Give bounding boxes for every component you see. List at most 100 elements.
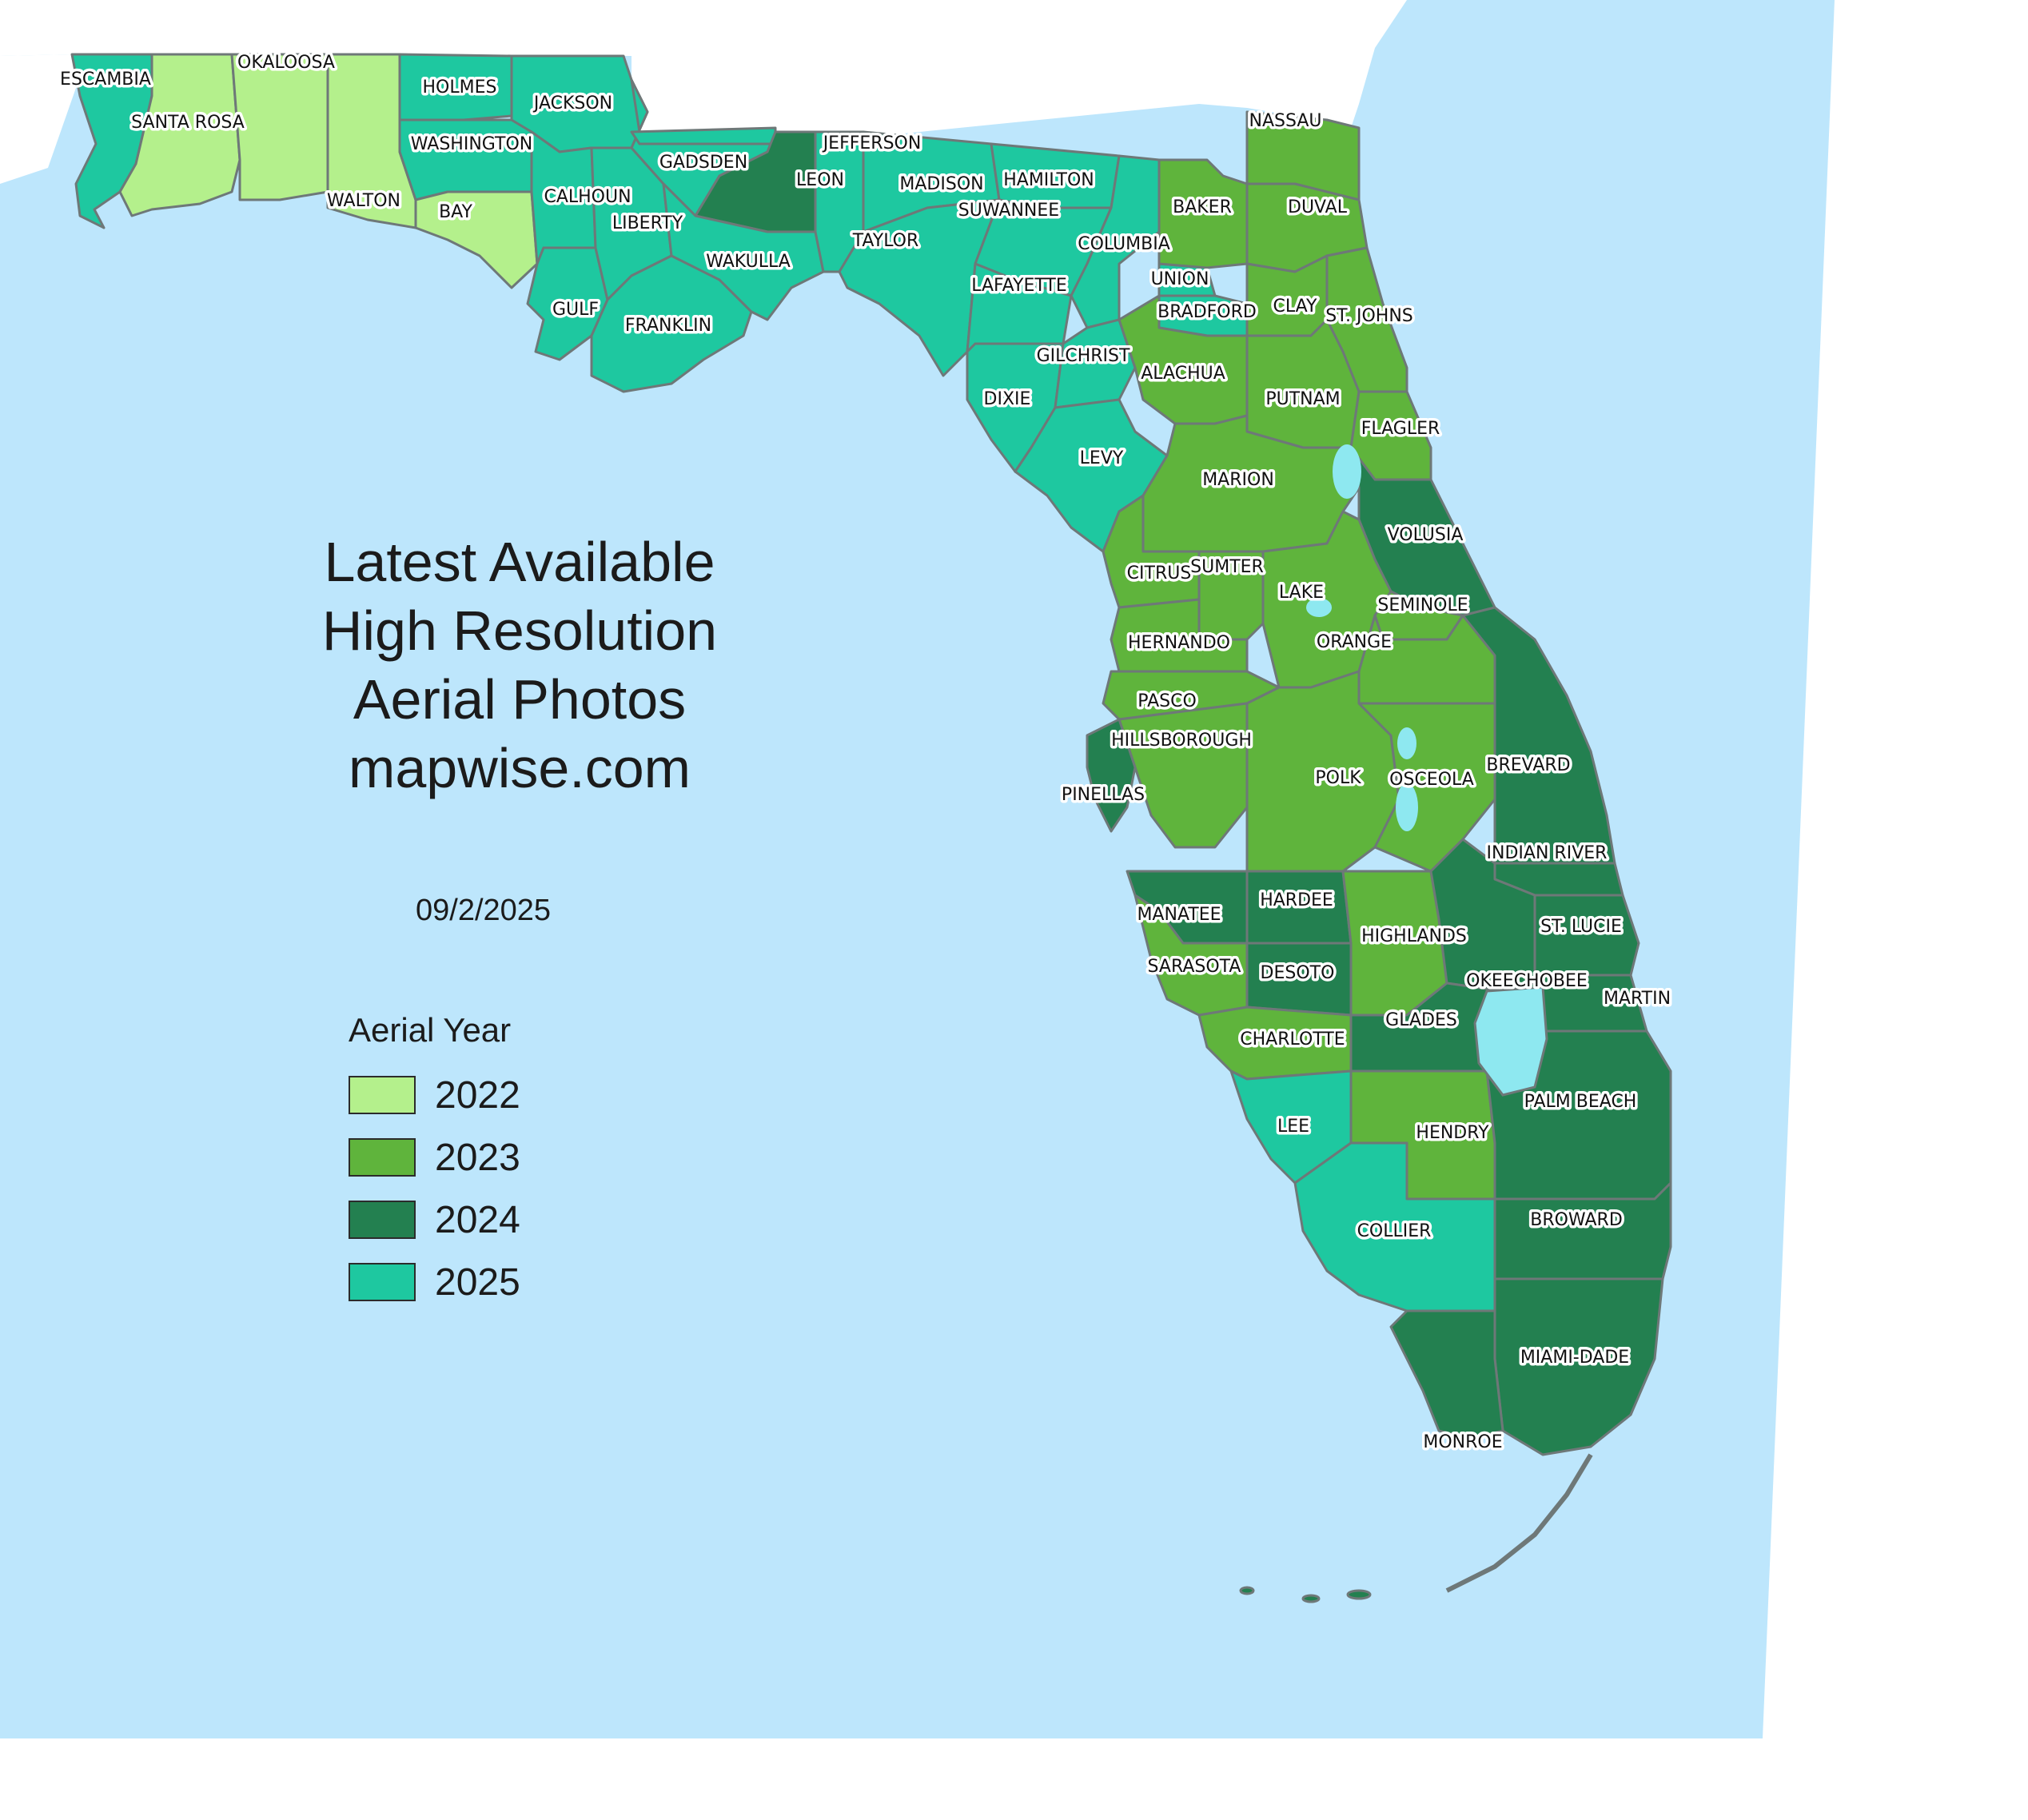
- county-label: CHARLOTTE: [1240, 1029, 1345, 1049]
- lake-apopka: [1306, 598, 1332, 617]
- county-label: MADISON: [899, 174, 983, 194]
- county-label: BROWARD: [1530, 1210, 1623, 1230]
- legend-item: 2024: [349, 1189, 520, 1251]
- county-franklin: [590, 254, 753, 393]
- county-label: SANTA ROSA: [131, 113, 245, 133]
- county-label: SUWANNEE: [958, 201, 1059, 221]
- county-washington: [398, 118, 533, 201]
- county-label: PINELLAS: [1062, 785, 1145, 805]
- county-label: LAKE: [1279, 583, 1324, 603]
- county-label: LEVY: [1080, 448, 1124, 468]
- legend-item: 2023: [349, 1126, 520, 1189]
- county-label: NASSAU: [1249, 111, 1322, 131]
- legend: Aerial Year 2022 2023 2024 2025: [349, 1011, 520, 1313]
- county-holmes: [398, 53, 513, 121]
- title-line-2: High Resolution: [321, 599, 718, 662]
- panhandle-west-land: [0, 54, 76, 184]
- county-label: ST. JOHNS: [1325, 306, 1413, 326]
- county-label: PASCO: [1138, 691, 1197, 711]
- county-taylor: [838, 198, 1001, 377]
- county-label: SUMTER: [1190, 557, 1264, 577]
- county-hernando: [1110, 598, 1249, 673]
- county-monroe: [1389, 1309, 1504, 1440]
- county-label: CITRUS: [1127, 564, 1192, 583]
- county-label: HERNANDO: [1128, 633, 1230, 653]
- county-label: ST. LUCIE: [1540, 917, 1622, 937]
- legend-item: 2022: [349, 1064, 520, 1126]
- county-label: CALHOUN: [544, 187, 631, 207]
- county-label: OKEECHOBEE: [1466, 971, 1588, 991]
- county-label: HAMILTON: [1003, 170, 1094, 190]
- county-okaloosa: [230, 53, 329, 201]
- county-gulf: [526, 246, 609, 361]
- legend-swatch: [349, 1076, 416, 1114]
- legend-label: 2024: [435, 1198, 520, 1241]
- county-label: ESCAMBIA: [60, 70, 151, 90]
- legend-swatch: [349, 1138, 416, 1177]
- county-label: DIXIE: [984, 389, 1031, 409]
- legend-swatch: [349, 1263, 416, 1301]
- county-label: LIBERTY: [612, 213, 683, 233]
- county-label: MONROE: [1423, 1432, 1502, 1452]
- county-label: GILCHRIST: [1037, 346, 1130, 366]
- county-label: ALACHUA: [1141, 364, 1225, 384]
- county-label: WALTON: [327, 191, 400, 211]
- county-label: HOLMES: [423, 78, 497, 98]
- county-label: MIAMI-DADE: [1520, 1348, 1629, 1368]
- county-label: JEFFERSON: [822, 133, 922, 153]
- legend-title: Aerial Year: [349, 1011, 512, 1049]
- county-label: MARION: [1202, 470, 1274, 490]
- county-label: LEON: [796, 170, 844, 190]
- county-labels: ESCAMBIA SANTA ROSA OKALOOSA WALTON HOLMES WA…: [58, 50, 1674, 1456]
- legend-label: 2022: [435, 1073, 520, 1117]
- county-brevard: [1461, 606, 1616, 865]
- county-label: SEMINOLE: [1377, 595, 1468, 615]
- county-label: TAYLOR: [852, 231, 919, 251]
- county-label: POLK: [1315, 768, 1361, 788]
- county-label: VOLUSIA: [1388, 525, 1464, 545]
- county-label: MANATEE: [1137, 905, 1221, 925]
- legend-label: 2025: [435, 1260, 520, 1304]
- lake-tohopekaliga: [1397, 727, 1416, 759]
- lake-george: [1333, 444, 1361, 499]
- county-label: FLAGLER: [1361, 419, 1440, 439]
- county-label: LEE: [1277, 1117, 1309, 1137]
- florida-keys: [1239, 1453, 1593, 1603]
- county-label: CLAY: [1273, 297, 1317, 317]
- legend-label: 2023: [435, 1136, 520, 1179]
- legend-item: 2025: [349, 1251, 520, 1313]
- lake-kissimmee: [1396, 783, 1418, 831]
- title-line-1: Latest Available: [324, 531, 715, 593]
- county-bay: [414, 190, 539, 289]
- county-label: WASHINGTON: [411, 134, 533, 154]
- county-label: SARASOTA: [1148, 957, 1241, 977]
- county-label: COLLIER: [1357, 1221, 1432, 1241]
- county-pinellas: [1086, 718, 1137, 833]
- county-label: GADSDEN: [659, 153, 747, 173]
- county-label: COLUMBIA: [1078, 234, 1170, 254]
- county-st-lucie: [1533, 894, 1640, 977]
- county-label: BAKER: [1173, 197, 1232, 217]
- county-label: WAKULLA: [706, 252, 791, 272]
- county-label: JACKSON: [532, 94, 612, 114]
- county-label: DESOTO: [1261, 963, 1335, 983]
- county-label: GULF: [552, 300, 599, 320]
- county-label: ORANGE: [1317, 632, 1392, 652]
- county-label: HIGHLANDS: [1361, 926, 1467, 946]
- county-label: OKALOOSA: [237, 53, 335, 73]
- georgia-alabama-land: [0, 0, 1407, 144]
- county-label: MARTIN: [1604, 989, 1671, 1009]
- title-line-4: mapwise.com: [349, 737, 691, 799]
- county-label: DUVAL: [1288, 197, 1348, 217]
- title-line-3: Aerial Photos: [353, 668, 687, 731]
- map-title: Latest Available High Resolution Aerial …: [264, 528, 775, 802]
- county-label: BREVARD: [1486, 755, 1570, 775]
- county-label: PALM BEACH: [1524, 1092, 1637, 1112]
- county-label: UNION: [1151, 269, 1209, 289]
- legend-swatch: [349, 1201, 416, 1239]
- county-gadsden-north: [630, 126, 777, 145]
- county-label: HENDRY: [1416, 1123, 1489, 1143]
- lake-okeechobee: [1473, 986, 1548, 1097]
- county-label: OSCEOLA: [1389, 770, 1474, 790]
